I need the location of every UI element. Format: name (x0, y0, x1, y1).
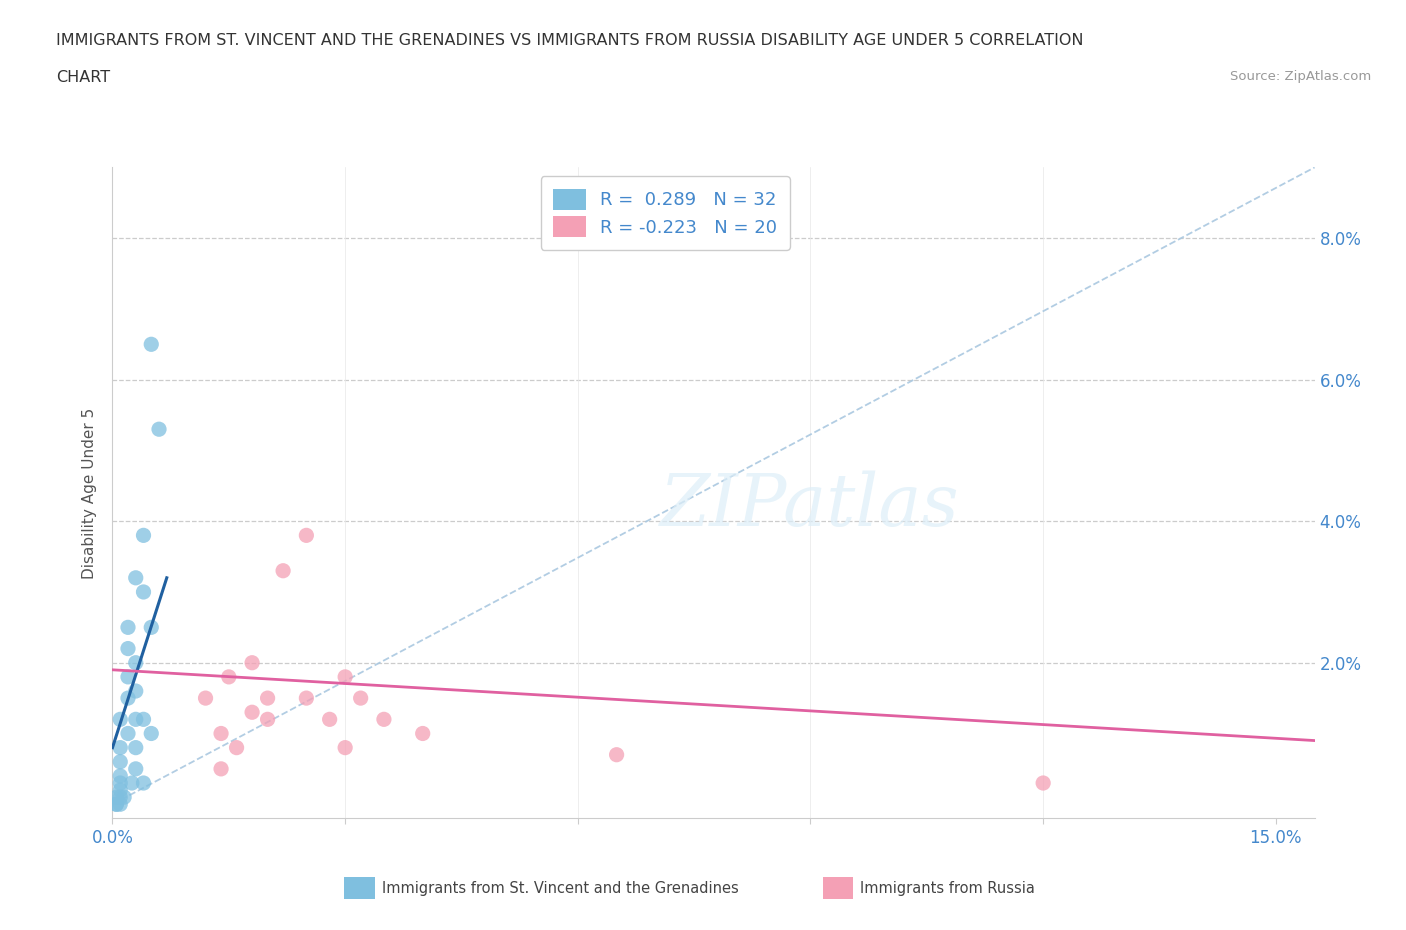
Legend: R =  0.289   N = 32, R = -0.223   N = 20: R = 0.289 N = 32, R = -0.223 N = 20 (541, 177, 790, 250)
Text: IMMIGRANTS FROM ST. VINCENT AND THE GRENADINES VS IMMIGRANTS FROM RUSSIA DISABIL: IMMIGRANTS FROM ST. VINCENT AND THE GREN… (56, 33, 1084, 47)
Point (218, 670, 240, 684)
Point (141, 620, 163, 635)
Point (110, 797, 132, 812)
Point (117, 691, 139, 706)
Point (125, 684, 148, 698)
Point (125, 711, 148, 726)
Point (240, 656, 263, 671)
Point (117, 641, 139, 656)
Point (148, 422, 170, 437)
Point (125, 656, 148, 671)
Point (105, 797, 128, 812)
Point (194, 691, 217, 706)
Point (125, 762, 148, 777)
Point (256, 691, 278, 706)
Point (606, 748, 628, 763)
Point (117, 620, 139, 635)
Point (132, 585, 155, 600)
Point (132, 711, 155, 726)
Point (117, 726, 139, 741)
Text: ZIPatlas: ZIPatlas (659, 471, 959, 541)
Point (125, 740, 148, 755)
Point (132, 528, 155, 543)
Point (209, 726, 232, 741)
Text: Source: ZipAtlas.com: Source: ZipAtlas.com (1230, 70, 1371, 83)
Point (110, 768, 132, 783)
Y-axis label: Disability Age Under 5: Disability Age Under 5 (82, 407, 97, 578)
Point (105, 790, 128, 804)
Point (110, 776, 132, 790)
Point (295, 528, 318, 543)
Text: Immigrants from Russia: Immigrants from Russia (860, 881, 1035, 896)
Point (240, 705, 263, 720)
Point (333, 740, 356, 755)
Point (105, 797, 128, 812)
Text: Immigrants from St. Vincent and the Grenadines: Immigrants from St. Vincent and the Gren… (382, 881, 740, 896)
Point (141, 337, 163, 352)
Point (141, 726, 163, 741)
Point (225, 740, 247, 755)
Point (333, 670, 356, 684)
Point (110, 711, 132, 726)
Point (350, 691, 373, 706)
Point (318, 711, 340, 726)
Point (125, 570, 148, 585)
Point (110, 740, 132, 755)
Point (1032, 776, 1054, 790)
Text: CHART: CHART (56, 70, 110, 85)
Point (412, 726, 434, 741)
Point (112, 790, 135, 804)
Point (110, 783, 132, 798)
Point (121, 776, 143, 790)
Point (271, 564, 294, 578)
Point (256, 711, 278, 726)
Point (295, 691, 318, 706)
Point (373, 711, 395, 726)
Point (110, 754, 132, 769)
Point (209, 762, 232, 777)
Point (110, 790, 132, 804)
Point (117, 670, 139, 684)
Point (132, 776, 155, 790)
